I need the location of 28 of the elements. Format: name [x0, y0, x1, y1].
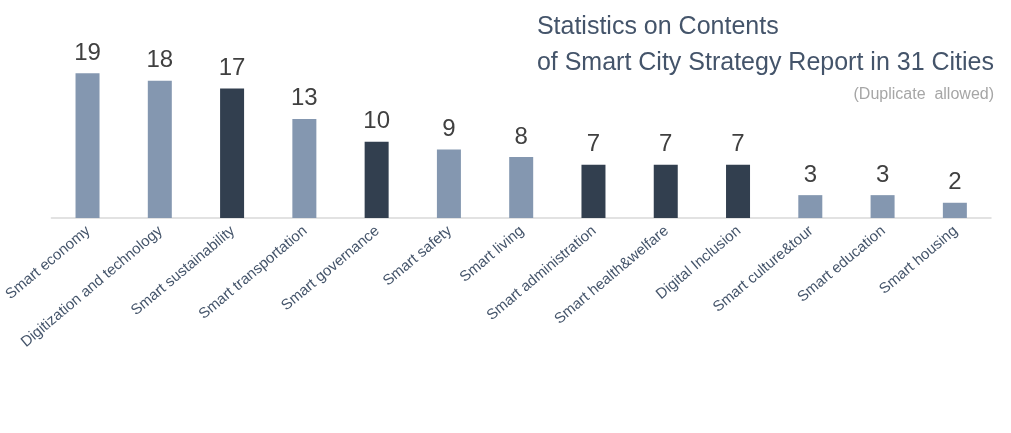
bar	[364, 141, 389, 218]
bar	[292, 118, 317, 218]
data-label: 19	[74, 37, 101, 65]
data-label: 8	[514, 121, 528, 149]
data-label: 10	[363, 106, 390, 134]
bar	[942, 202, 967, 218]
bar	[509, 157, 534, 218]
data-label: 3	[875, 159, 890, 187]
bar	[220, 88, 245, 218]
bar	[726, 164, 751, 218]
chart-title: Statistics on Contents of Smart City Strategy Report in 31 Cities	[536, 11, 995, 75]
data-label: 18	[146, 45, 174, 73]
bar	[870, 195, 895, 218]
data-label: 2	[948, 167, 962, 195]
data-label: 7	[731, 129, 745, 157]
bar	[798, 195, 823, 218]
data-label: 3	[803, 159, 817, 187]
data-label: 7	[659, 129, 673, 157]
bar	[653, 164, 678, 218]
data-label: 17	[218, 52, 246, 80]
data-label: 13	[291, 83, 318, 111]
data-label: 7	[586, 129, 601, 157]
bar	[581, 164, 606, 218]
bar	[75, 73, 100, 218]
bar	[147, 80, 172, 218]
data-label: 9	[442, 113, 456, 141]
bar	[436, 149, 461, 218]
text: (Duplicate allowed)	[853, 84, 995, 102]
